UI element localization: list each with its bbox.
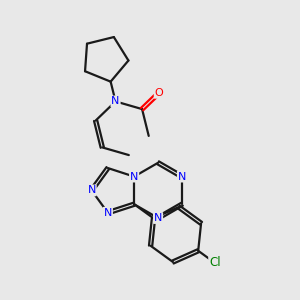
Text: N: N (87, 185, 96, 195)
Text: O: O (154, 88, 164, 98)
Text: N: N (104, 208, 112, 218)
Text: N: N (178, 172, 186, 182)
Text: N: N (130, 172, 138, 182)
Text: N: N (154, 213, 162, 223)
Text: N: N (111, 96, 120, 106)
Text: Cl: Cl (209, 256, 221, 269)
